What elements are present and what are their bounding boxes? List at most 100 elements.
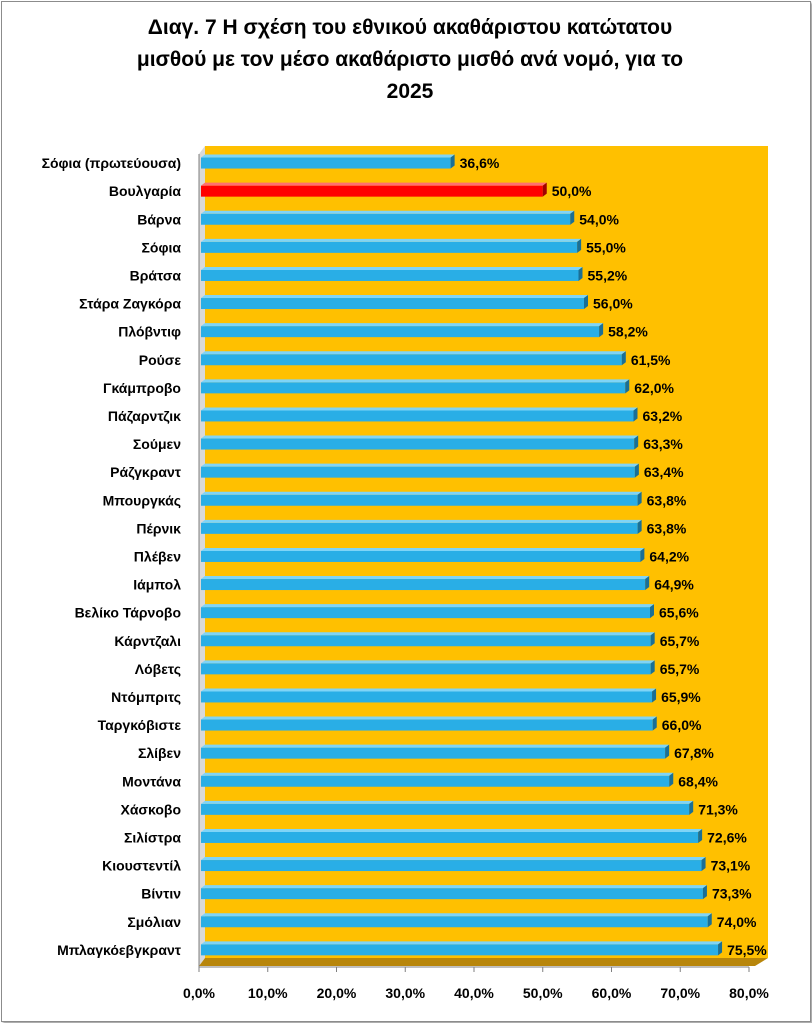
value-label: 65,7% (660, 661, 700, 677)
bar-top-face (201, 210, 575, 214)
bar-end-face (577, 238, 582, 253)
category-label: Ρούσε (139, 352, 182, 368)
category-label: Σόφια (πρωτεύουσα) (42, 155, 181, 171)
value-label: 63,2% (643, 408, 683, 424)
bar-top-face (201, 435, 639, 439)
category-label: Λόβετς (135, 661, 181, 677)
value-label: 36,6% (460, 155, 500, 171)
bar-end-face (637, 519, 642, 534)
bar-end-face (702, 885, 707, 900)
category-label: Μπλαγκόεβγκραντ (57, 942, 182, 958)
x-tick-label: 60,0% (592, 985, 632, 1001)
value-label: 67,8% (674, 745, 714, 761)
bar-end-face (650, 660, 655, 675)
bar (201, 185, 543, 197)
category-label: Πλέβεν (134, 548, 181, 564)
bar-top-face (201, 772, 674, 776)
bar-top-face (201, 351, 626, 355)
bar-top-face (201, 688, 657, 692)
bar (201, 719, 653, 731)
floor (199, 958, 768, 966)
category-label: Γκάμπροβο (103, 380, 181, 396)
value-label: 55,2% (588, 267, 628, 283)
bar-end-face (578, 266, 583, 281)
value-label: 71,3% (698, 801, 738, 817)
bar-end-face (652, 716, 657, 731)
bar-top-face (201, 716, 657, 720)
bar (201, 635, 651, 647)
x-tick-label: 80,0% (729, 985, 769, 1001)
value-label: 74,0% (717, 914, 757, 930)
bar (201, 579, 646, 591)
bar-end-face (637, 491, 642, 506)
bar-end-face (599, 323, 604, 338)
bar (201, 916, 708, 928)
value-label: 65,9% (661, 689, 701, 705)
chart-title-line-2: μισθού με τον μέσο ακαθάριστο μισθό ανά … (136, 48, 684, 71)
bar-end-face (633, 407, 638, 422)
bar-top-face (201, 660, 655, 664)
bar-top-face (201, 744, 670, 748)
x-tick-label: 30,0% (385, 985, 425, 1001)
bar-top-face (201, 800, 694, 804)
bar-end-face (570, 210, 575, 225)
value-label: 63,8% (647, 492, 687, 508)
bar-end-face (665, 744, 670, 759)
x-tick-label: 70,0% (660, 985, 700, 1001)
value-label: 63,4% (644, 464, 684, 480)
category-label: Σιλίστρα (124, 829, 181, 845)
category-label: Ιάμπολ (133, 577, 181, 593)
value-label: 62,0% (634, 380, 674, 396)
category-label: Στάρα Ζαγκόρα (79, 296, 181, 312)
value-label: 75,5% (727, 942, 767, 958)
category-label: Σόφια (142, 239, 182, 255)
category-label: Πάζαρντζικ (108, 408, 181, 424)
x-tick-label: 0,0% (183, 985, 215, 1001)
bar-end-face (707, 913, 712, 928)
bar-end-face (701, 857, 706, 872)
value-label: 68,4% (678, 773, 718, 789)
bar (201, 831, 699, 843)
bar (201, 944, 719, 956)
bar (201, 607, 650, 619)
bar-top-face (201, 154, 455, 158)
bar-end-face (669, 772, 674, 787)
bar-end-face (652, 688, 657, 703)
value-label: 61,5% (631, 352, 671, 368)
bar (201, 803, 690, 815)
bar (201, 438, 635, 450)
bar-end-face (650, 604, 654, 619)
bar-top-face (201, 463, 639, 467)
category-label: Βράτσα (130, 267, 182, 283)
bar (201, 888, 703, 900)
value-label: 56,0% (593, 296, 633, 312)
category-label: Χάσκοβο (120, 801, 181, 817)
category-label: Κάρντζαλι (114, 633, 181, 649)
category-label: Σμόλιαν (127, 914, 181, 930)
category-label: Ντόμπριτς (111, 689, 181, 705)
value-label: 54,0% (579, 211, 619, 227)
value-label: 66,0% (662, 717, 702, 733)
bar-end-face (584, 295, 588, 310)
bar (201, 775, 670, 787)
bar-end-face (450, 154, 455, 169)
bar-end-face (640, 547, 645, 562)
bar-top-face (201, 519, 642, 523)
category-label: Βουλγαρία (109, 183, 182, 199)
category-label: Σούμεν (133, 436, 181, 452)
bar (201, 550, 641, 562)
chart-title: Διαγ. 7 Η σχέση του εθνικού ακαθάριστου … (60, 12, 760, 108)
bar-top-face (201, 491, 642, 495)
bar-top-face (201, 913, 712, 917)
category-label: Κιουστεντίλ (102, 858, 181, 874)
bar-top-face (201, 941, 723, 945)
bar-end-face (698, 828, 703, 843)
bar-top-face (201, 238, 582, 242)
bar (201, 691, 653, 703)
bar-top-face (201, 828, 703, 832)
chart-title-line-1: Διαγ. 7 Η σχέση του εθνικού ακαθάριστου … (147, 16, 673, 39)
bar-top-face (201, 885, 707, 889)
bar-top-face (201, 857, 706, 861)
chart-title-line-3: 2025 (386, 80, 434, 103)
